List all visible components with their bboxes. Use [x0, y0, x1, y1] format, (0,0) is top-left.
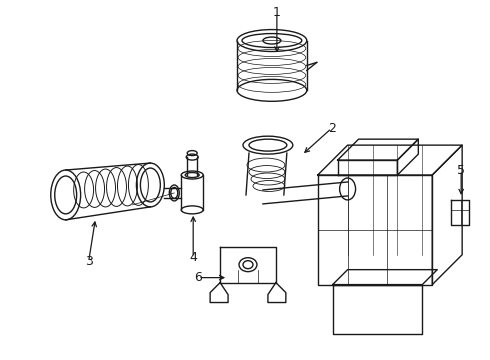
Text: 2: 2 [328, 122, 336, 135]
Text: 4: 4 [189, 251, 197, 264]
Text: 1: 1 [273, 6, 281, 19]
Text: 3: 3 [85, 255, 93, 268]
Text: 5: 5 [457, 163, 465, 176]
Text: 6: 6 [194, 271, 202, 284]
